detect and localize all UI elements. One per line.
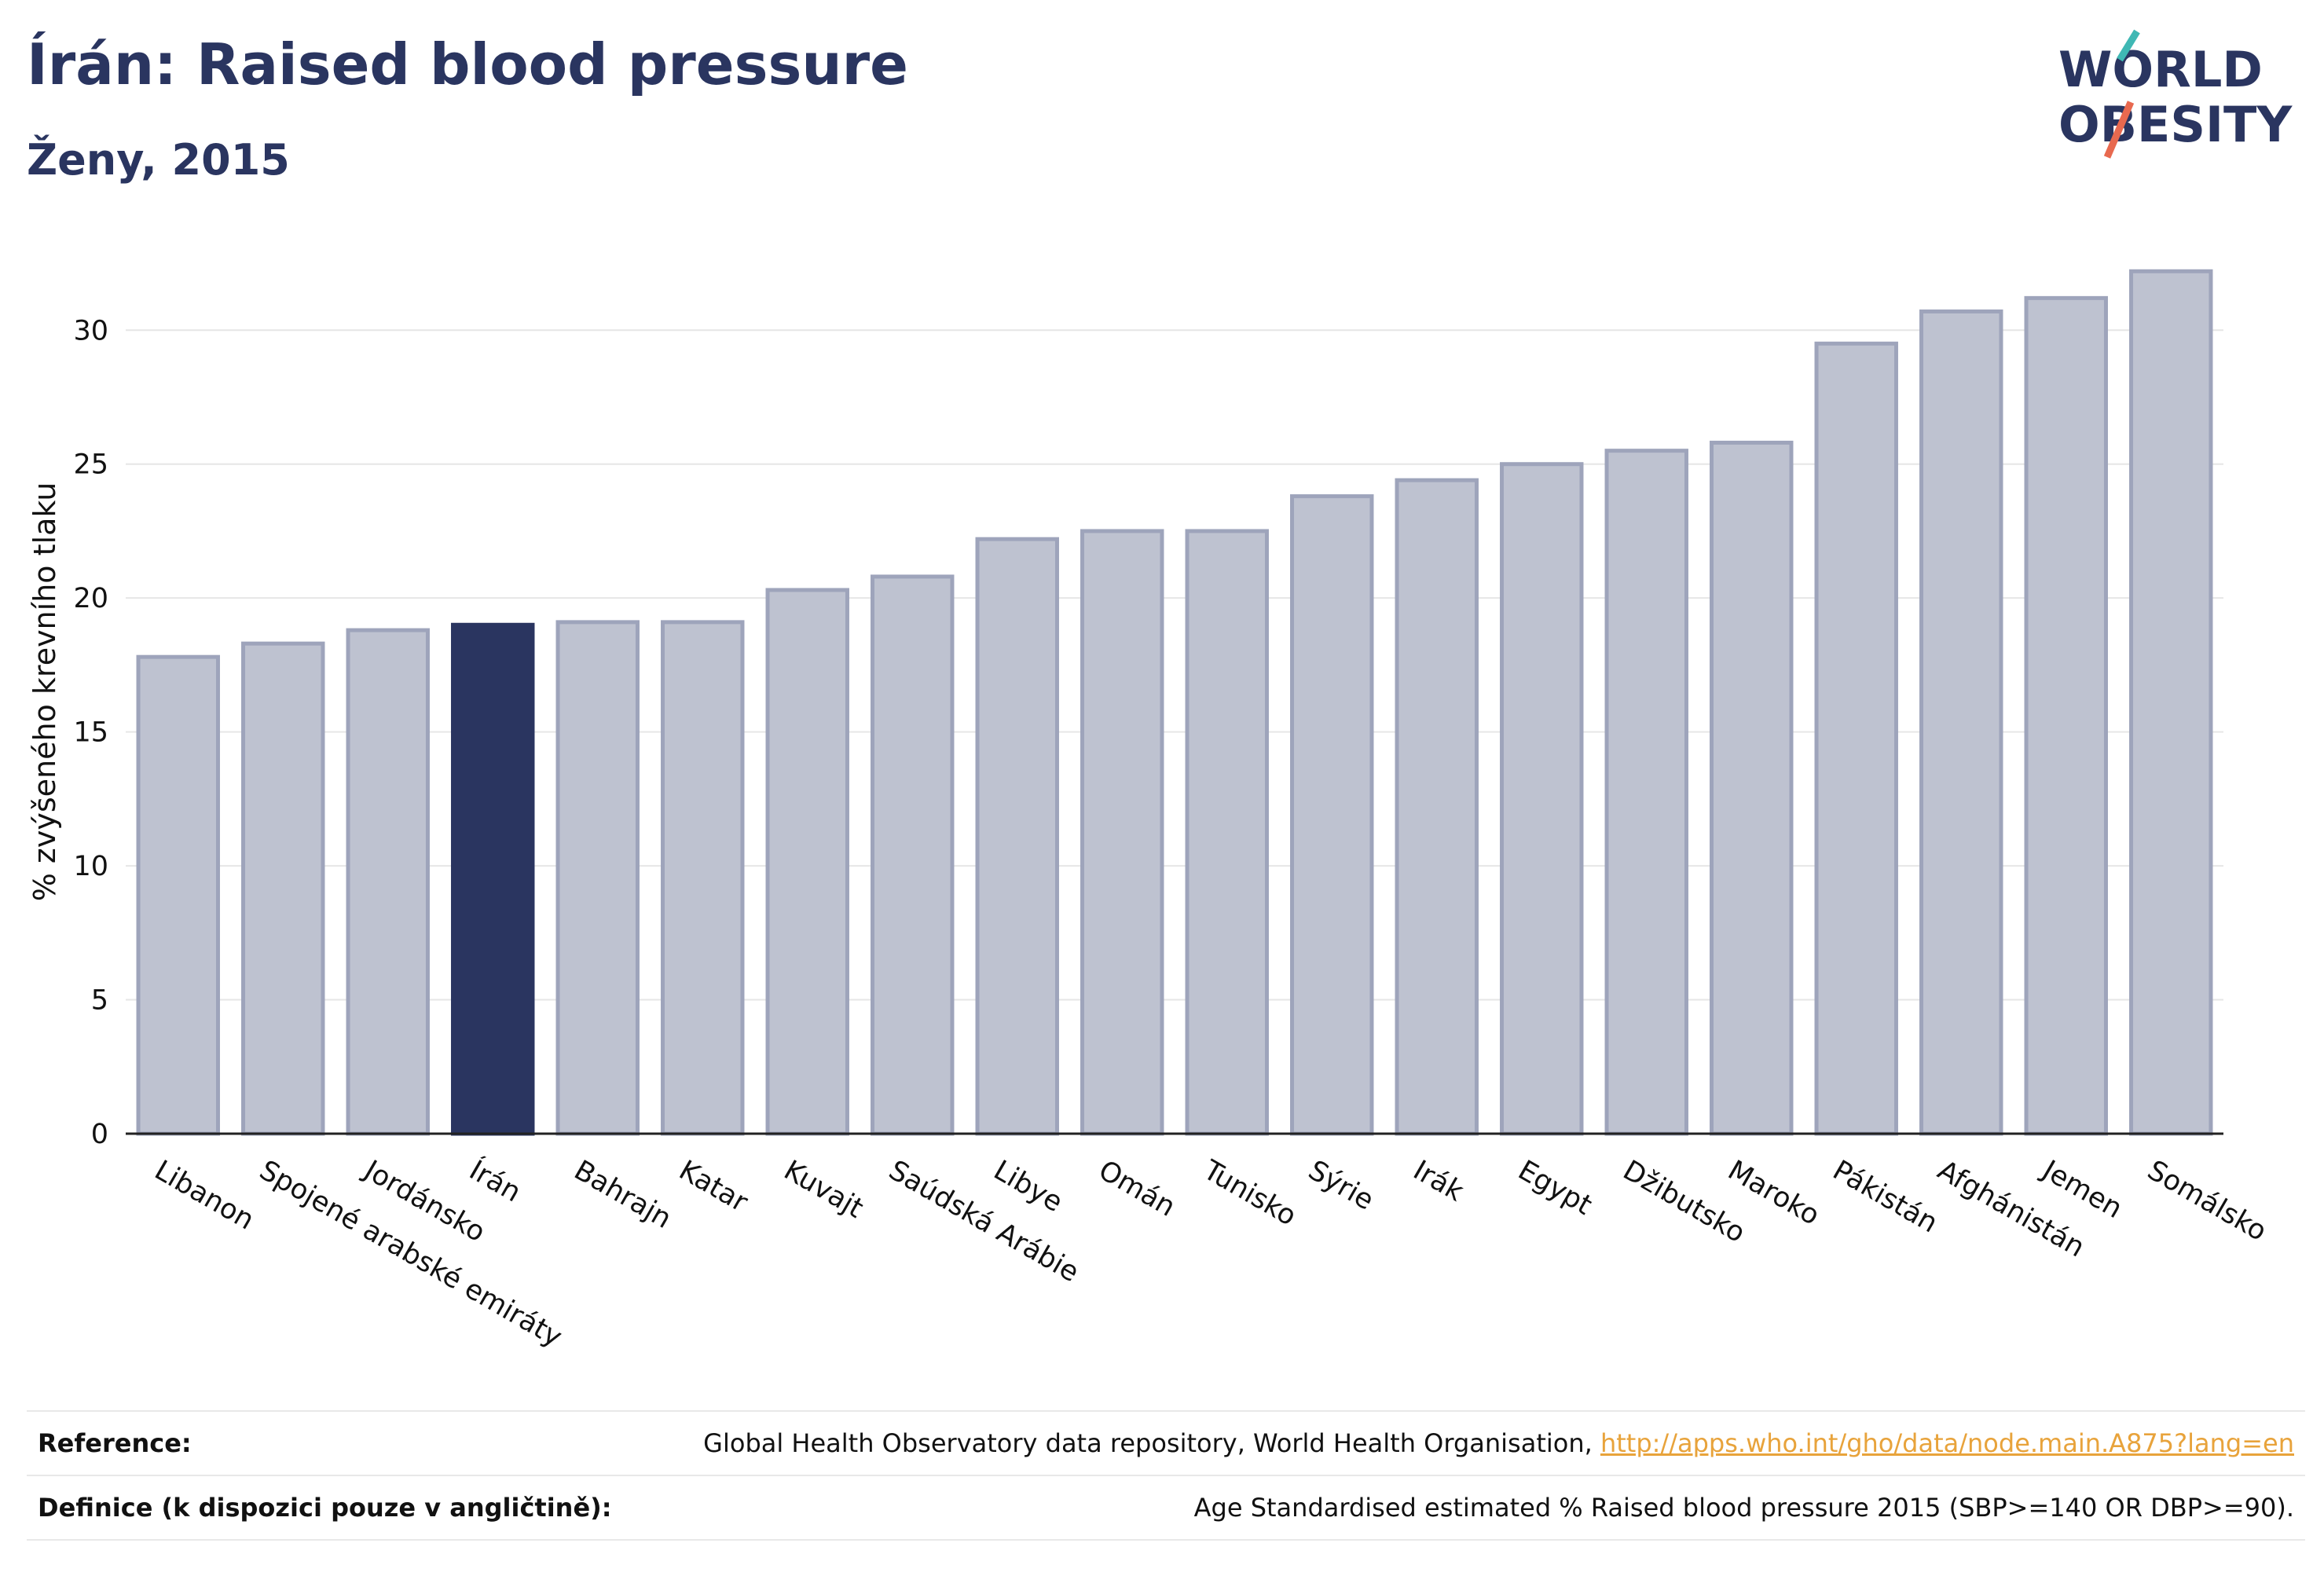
y-tick-label: 20 <box>73 583 108 614</box>
logo-slash-teal <box>2117 29 2140 62</box>
bar-Libanon <box>136 654 220 1136</box>
bar-Irák <box>1395 478 1479 1136</box>
grid-lines <box>126 329 2223 1134</box>
y-axis-label: % zvýšeného krevního tlaku <box>27 482 62 902</box>
reference-row: Reference: Global Health Observatory dat… <box>27 1410 2305 1475</box>
bar-Afghánistán <box>1919 309 2003 1136</box>
world-obesity-logo: WORLD OBESITY <box>2058 29 2293 159</box>
x-tick-label: Sýrie <box>1303 1155 1379 1217</box>
reference-value: Global Health Observatory data repositor… <box>703 1428 2294 1458</box>
y-tick-label: 15 <box>73 717 108 749</box>
bar-Somálsko <box>2129 269 2213 1136</box>
x-tick-label: Libye <box>988 1155 1068 1219</box>
y-tick-label: 5 <box>91 985 108 1017</box>
bar-Tunisko <box>1185 529 1269 1136</box>
y-tick-label: 10 <box>73 851 108 882</box>
x-tick-label: Egypt <box>1512 1155 1596 1222</box>
reference-text: Global Health Observatory data repositor… <box>703 1428 1600 1458</box>
bar-Jemen <box>2024 295 2108 1136</box>
bar-Sýrie <box>1290 494 1374 1136</box>
chart-subtitle: Ženy, 2015 <box>27 135 290 185</box>
x-tick-label: Irák <box>1408 1155 1469 1208</box>
logo-slash-coral <box>2103 101 2135 159</box>
bars <box>136 269 2213 1136</box>
bar-Egypt <box>1500 462 1584 1136</box>
bar-Saúdská Arábie <box>871 574 955 1136</box>
y-tick-label: 30 <box>73 315 108 346</box>
definition-text: Age Standardised estimated % Raised bloo… <box>1193 1493 2294 1523</box>
x-tick-label: Libanon <box>149 1155 259 1237</box>
reference-label: Reference: <box>38 1428 192 1458</box>
reference-link[interactable]: http://apps.who.int/gho/data/node.main.A… <box>1600 1428 2294 1458</box>
x-tick-label: Tunisko <box>1197 1154 1301 1233</box>
bar-Spojené arabské emiráty <box>241 641 325 1136</box>
bar-Maroko <box>1710 440 1794 1136</box>
bar-Bahrajn <box>555 620 640 1136</box>
y-axis-ticks: 0 5 10 15 20 25 30 <box>73 315 108 1150</box>
x-tick-label: Bahrajn <box>569 1155 676 1235</box>
logo-line1: WORLD <box>2058 41 2263 98</box>
bar-Katar <box>661 620 745 1136</box>
y-tick-label: 25 <box>73 449 108 481</box>
x-tick-label: Saúdská Arábie <box>883 1155 1083 1289</box>
definition-label: Definice (k dispozici pouze v angličtině… <box>38 1493 612 1523</box>
y-tick-label: 0 <box>91 1119 108 1150</box>
bar-Írán <box>451 622 535 1136</box>
bar-Jordánsko <box>346 628 430 1136</box>
chart-title: Írán: Raised blood pressure <box>27 31 908 97</box>
bar-Omán <box>1080 529 1164 1136</box>
x-tick-label: Somálsko <box>2142 1155 2271 1248</box>
definition-row: Definice (k dispozici pouze v angličtině… <box>27 1475 2305 1541</box>
bar-Džibutsko <box>1604 449 1688 1136</box>
x-tick-label: Katar <box>673 1155 753 1219</box>
logo-line2: OBESITY <box>2058 96 2293 153</box>
bar-Libye <box>975 537 1059 1136</box>
x-tick-label: Omán <box>1093 1155 1180 1223</box>
x-tick-label: Kuvajt <box>779 1155 868 1225</box>
bar-Kuvajt <box>765 588 849 1136</box>
x-tick-label: Pákistán <box>1827 1155 1943 1240</box>
x-tick-label: Írán <box>464 1153 526 1209</box>
bar-Pákistán <box>1814 341 1898 1136</box>
